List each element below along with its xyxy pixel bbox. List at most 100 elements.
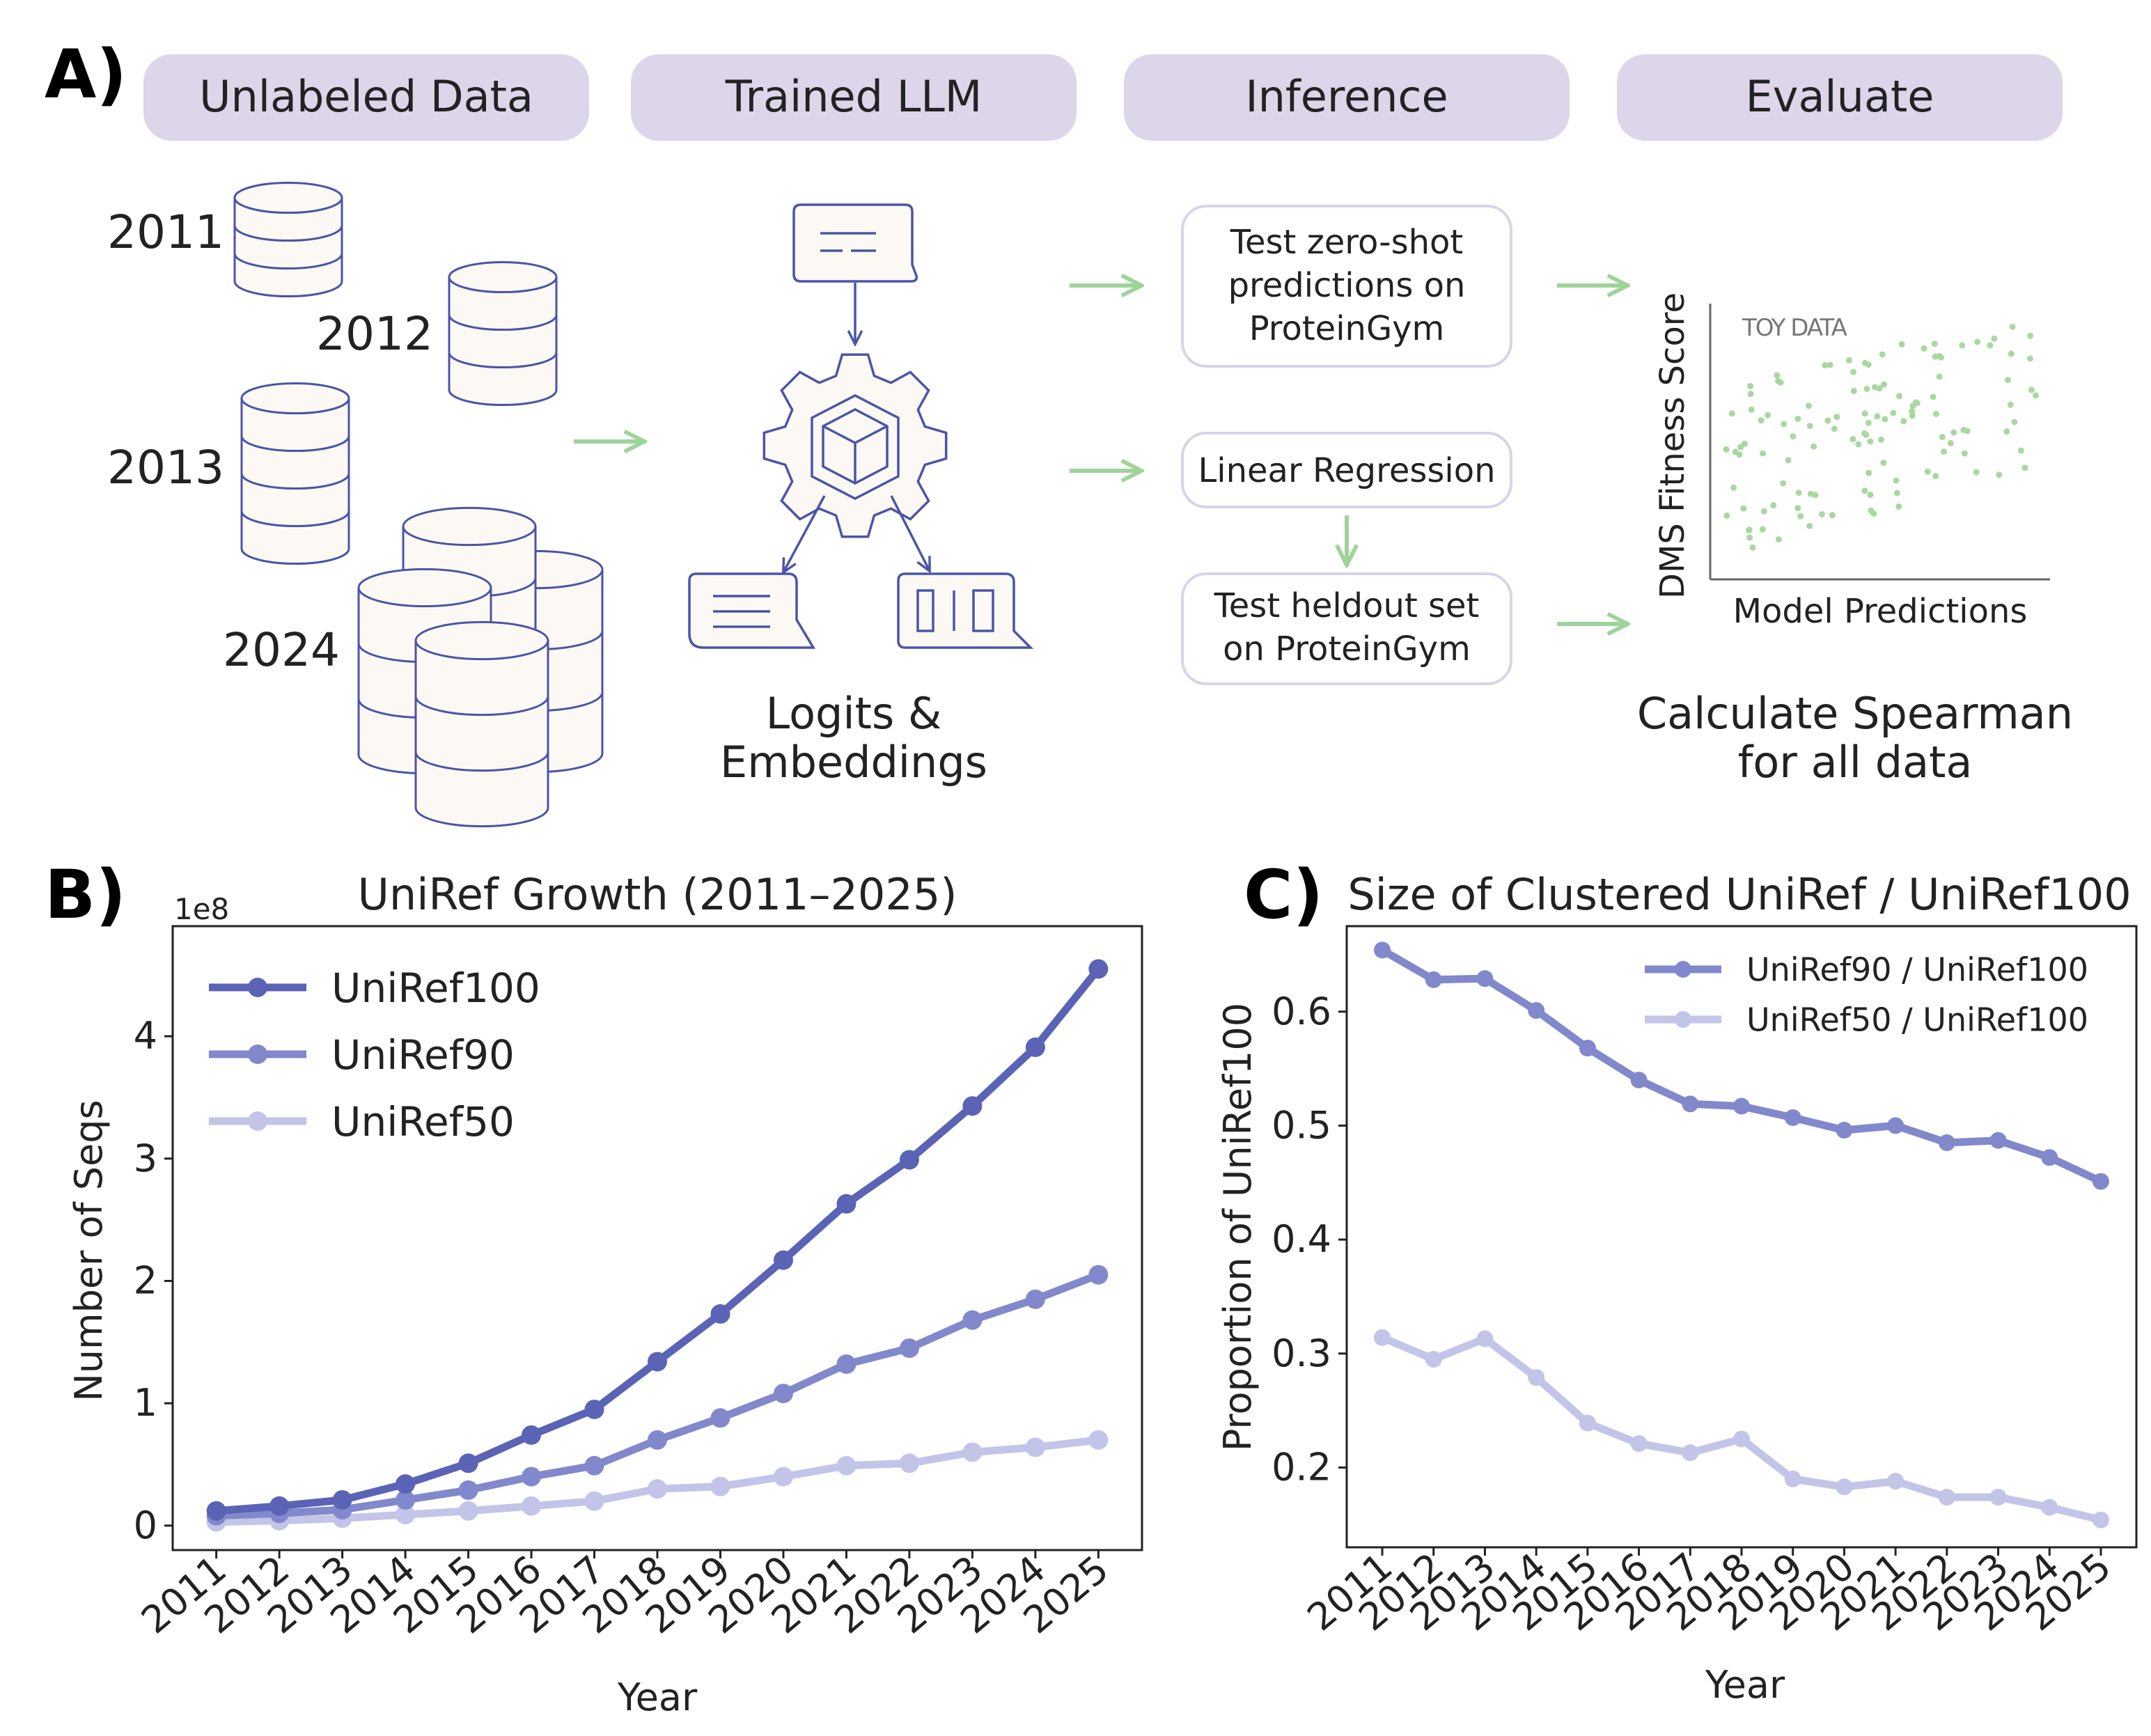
year-label-2013: 2013 — [107, 441, 224, 494]
data-point — [2092, 1511, 2109, 1528]
panel-b-letter: B) — [45, 856, 126, 934]
data-point — [1528, 1002, 1545, 1019]
toy-scatter-point — [1909, 407, 1915, 414]
toy-scatter-point — [1876, 385, 1883, 392]
data-point — [962, 1442, 983, 1462]
toy-scatter-point — [2026, 355, 2033, 362]
toy-scatter-point — [2008, 350, 2015, 357]
panel-a-letter: A) — [45, 36, 127, 114]
chart-b-y-label: Number of Seqs — [67, 1100, 111, 1401]
data-point — [2041, 1499, 2058, 1516]
data-point — [522, 1467, 542, 1487]
data-point — [269, 1496, 290, 1516]
data-point — [899, 1338, 919, 1359]
toy-scatter-point — [1893, 477, 1900, 484]
legend-marker — [1675, 961, 1691, 978]
toy-scatter-point — [1747, 391, 1754, 398]
data-point — [899, 1150, 919, 1170]
toy-scatter-point — [1867, 492, 1874, 499]
data-point — [1579, 1414, 1596, 1432]
toy-scatter-point — [1770, 502, 1777, 509]
data-point — [1374, 941, 1391, 959]
data-point — [962, 1310, 983, 1330]
data-point — [773, 1467, 793, 1487]
toy-scatter-point — [1850, 368, 1857, 375]
toy-y-label: DMS Fitness Score — [1653, 292, 1692, 599]
toy-scatter-point — [1723, 446, 1730, 453]
y-tick-label: 0.3 — [1272, 1331, 1331, 1375]
logits-label-line1: Logits & — [766, 688, 942, 739]
data-point — [710, 1304, 730, 1324]
data-point — [1579, 1040, 1596, 1057]
toy-scatter-point — [1937, 354, 1944, 361]
embedding-bar-icon — [916, 589, 934, 632]
toy-scatter-point — [1996, 471, 2003, 478]
prompt-bubble-icon — [792, 203, 918, 283]
toy-scatter-point — [1861, 430, 1868, 437]
toy-scatter-point — [1950, 429, 1957, 436]
toy-scatter-point — [1775, 377, 1782, 384]
toy-scatter-point — [1760, 450, 1767, 457]
data-point — [1784, 1470, 1801, 1487]
toy-scatter-point — [1960, 426, 1967, 433]
database-icon-2012 — [448, 260, 558, 407]
data-point — [648, 1479, 667, 1499]
toy-scatter-point — [1936, 373, 1943, 380]
zero-shot-box — [1181, 205, 1512, 368]
toy-scatter-point — [2003, 428, 2010, 435]
panel-b: B) UniRef Growth (2011–2025) 1e8 0123420… — [45, 856, 1143, 1719]
data-point — [1989, 1488, 2007, 1506]
year-label-2011: 2011 — [107, 205, 224, 259]
llm-illustration — [688, 203, 1034, 649]
toy-scatter-point — [1893, 490, 1900, 496]
toy-scatter-point — [1747, 383, 1754, 389]
y-tick-label: 0.6 — [1272, 990, 1331, 1033]
toy-scatter-point — [1749, 544, 1756, 551]
toy-scatter-point — [1959, 342, 1966, 349]
data-point — [1088, 1430, 1109, 1450]
plot-frame — [171, 925, 1143, 1551]
zero-shot-line2: predictions on — [1228, 266, 1466, 305]
stage-pill-trained-llm — [631, 54, 1077, 141]
toy-scatter-point — [1795, 490, 1802, 496]
toy-scatter-point — [1831, 425, 1838, 432]
data-point — [522, 1425, 542, 1445]
toy-scatter-point — [1855, 441, 1862, 448]
toy-scatter-point — [1921, 345, 1927, 352]
toy-scatter-point — [1932, 353, 1939, 360]
legend-marker — [248, 978, 267, 997]
toy-scatter-point — [1961, 450, 1968, 457]
chart-b: 0123420112012201320142015201620172018201… — [133, 925, 1143, 1642]
data-point — [1682, 1095, 1699, 1113]
toy-scatter-point — [1862, 359, 1868, 366]
chart-b-title: UniRef Growth (2011–2025) — [358, 869, 957, 920]
data-point — [962, 1096, 983, 1116]
y-tick-label: 0.4 — [1272, 1217, 1331, 1261]
data-point — [710, 1476, 730, 1496]
legend-marker — [248, 1111, 267, 1131]
stage-pill-unlabeled-data — [143, 54, 589, 141]
y-tick-label: 0.5 — [1272, 1103, 1331, 1147]
toy-scatter-point — [1827, 361, 1833, 368]
toy-scatter-point — [1819, 511, 1825, 517]
data-point — [710, 1408, 730, 1428]
heldout-line2: on ProteinGym — [1223, 630, 1471, 668]
toy-scatter-point — [1880, 460, 1887, 467]
toy-scatter-point — [1931, 341, 1938, 347]
toy-scatter-point — [1863, 385, 1870, 392]
toy-scatter-point — [1895, 503, 1902, 510]
chart-c-title: Size of Clustered UniRef / UniRef100 — [1347, 869, 2131, 920]
toy-data-watermark: TOY DATA — [1742, 314, 1847, 342]
legend: UniRef100 UniRef90 UniRef50 — [209, 964, 540, 1145]
toy-scatter-point — [1896, 393, 1903, 400]
data-point — [1425, 1350, 1442, 1368]
toy-scatter-point — [2017, 447, 2024, 454]
data-point — [396, 1489, 416, 1510]
data-point — [1088, 959, 1109, 979]
data-point — [206, 1501, 226, 1521]
toy-scatter-point — [1865, 419, 1872, 426]
data-point — [1374, 1329, 1391, 1346]
data-point — [1733, 1097, 1750, 1115]
toy-scatter-point — [1878, 436, 1885, 443]
data-point — [1630, 1435, 1648, 1453]
